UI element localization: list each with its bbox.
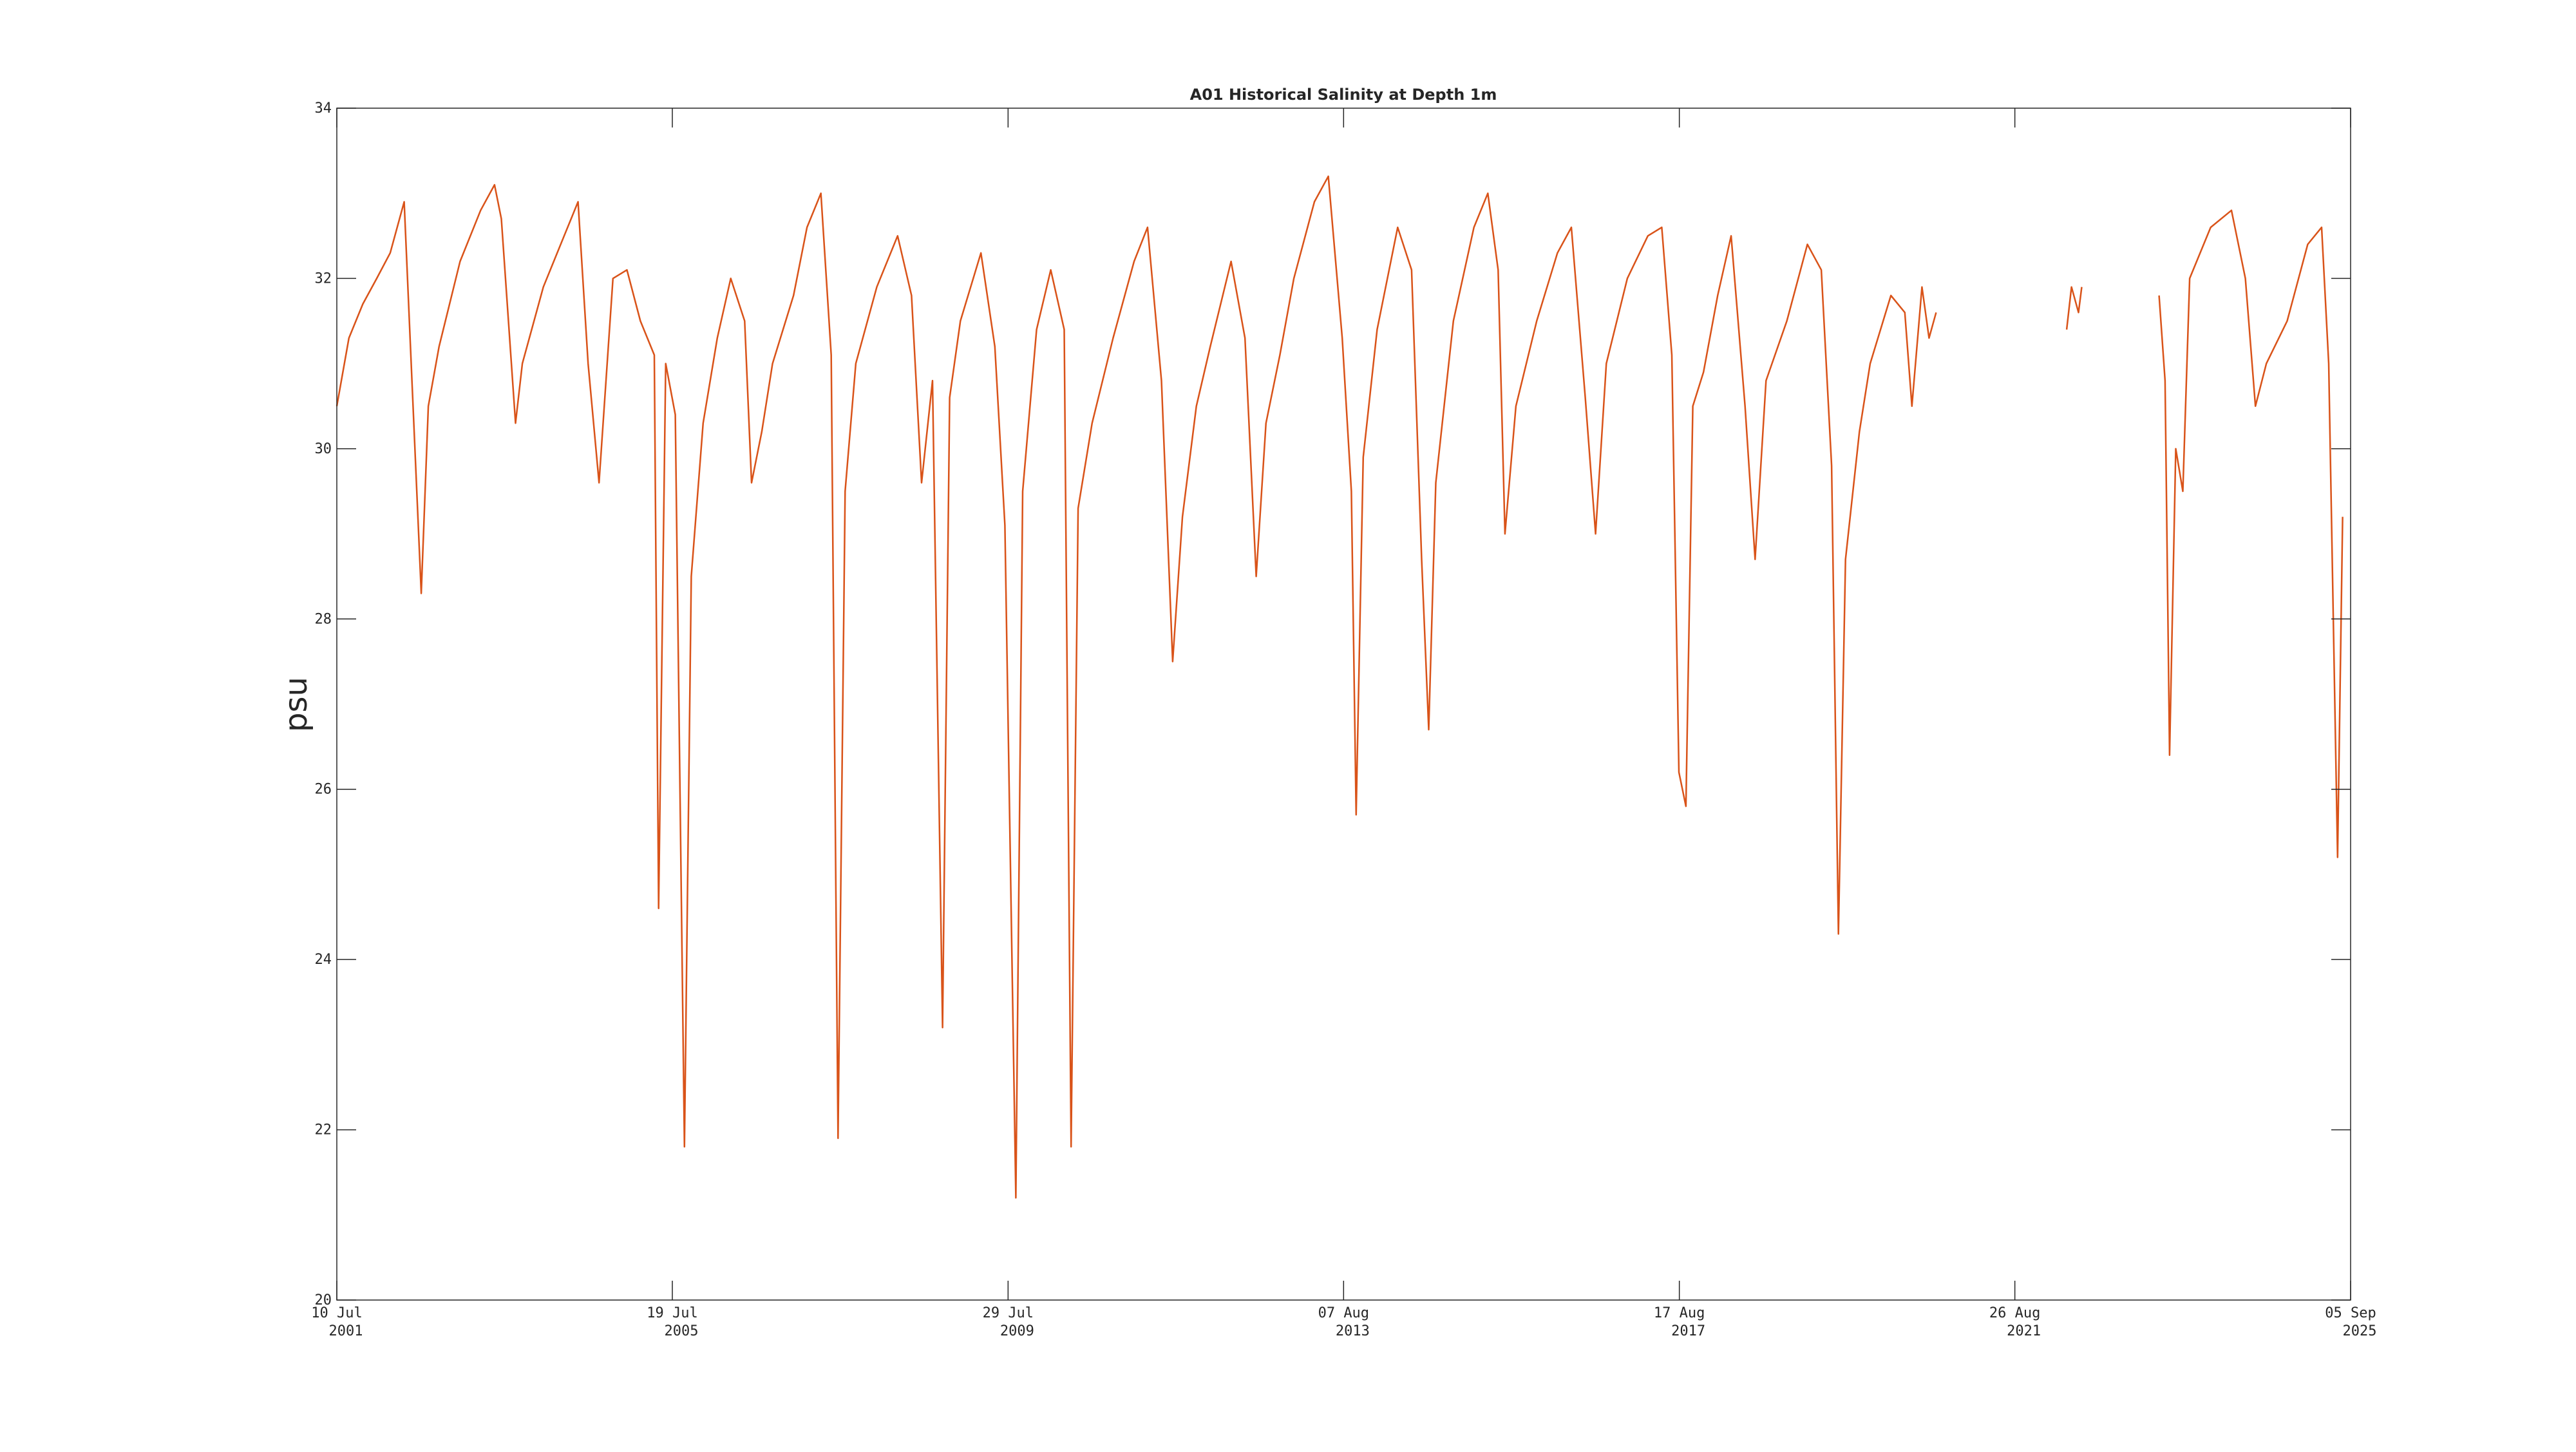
series-0-line-segment-2 <box>2158 209 2344 858</box>
x-tick-label-year: 2021 <box>2007 1323 2041 1339</box>
x-tick-label-year: 2017 <box>1671 1323 1705 1339</box>
ticks-layer: 20 22 24 26 28 30 32 34 10 Jul 2001 19 Jul 2005 29 J… <box>311 100 2376 1339</box>
y-axis-label: psu <box>278 677 314 732</box>
series-layer <box>336 175 2344 1199</box>
y-tick-label: 20 <box>315 1292 332 1308</box>
series-0-line-segment-0 <box>336 175 1937 1199</box>
y-tick-label: 32 <box>315 270 332 287</box>
y-tick-label: 26 <box>315 782 332 798</box>
x-tick-label-year: 2005 <box>664 1323 698 1339</box>
x-tick-label-year: 2001 <box>329 1323 363 1339</box>
x-tick-label-date: 26 Aug <box>1989 1305 2040 1321</box>
x-tick-label-date: 29 Jul <box>983 1305 1034 1321</box>
x-tick-label-date: 17 Aug <box>1654 1305 1705 1321</box>
x-tick-label-year: 2009 <box>1000 1323 1034 1339</box>
x-tick-label-year: 2013 <box>1336 1323 1370 1339</box>
x-tick-label-date: 10 Jul <box>311 1305 362 1321</box>
x-tick-label-date: 07 Aug <box>1318 1305 1369 1321</box>
y-tick-label: 22 <box>315 1122 332 1138</box>
x-tick-label-date: 19 Jul <box>647 1305 697 1321</box>
y-tick-label: 24 <box>315 952 332 968</box>
y-tick-label: 30 <box>315 441 332 457</box>
x-tick-label-year: 2025 <box>2343 1323 2377 1339</box>
y-tick-label: 28 <box>315 611 332 627</box>
series-0-line-segment-1 <box>2065 286 2083 330</box>
plot-area <box>337 108 2351 1300</box>
y-tick-label: 34 <box>315 100 332 117</box>
x-tick-label-date: 05 Sep <box>2325 1305 2376 1321</box>
chart-title: A01 Historical Salinity at Depth 1m <box>1190 86 1497 104</box>
